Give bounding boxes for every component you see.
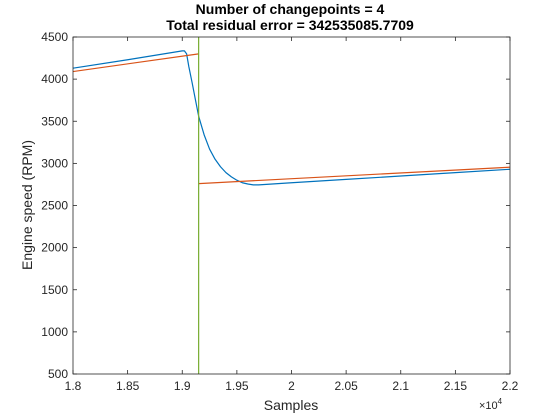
y-axis-ticks: 500 1000 1500 2000 2500 3000 3500 4000 4500 xyxy=(41,30,510,381)
y-tick-label: 2500 xyxy=(41,199,68,213)
y-tick-label: 4500 xyxy=(41,30,68,44)
x-tick-label: 1.95 xyxy=(225,379,249,393)
series-line-2 xyxy=(72,53,199,73)
x-axis-exponent-base: ×10 xyxy=(479,400,498,412)
x-tick-label: 2.1 xyxy=(392,379,409,393)
y-tick-label: 1000 xyxy=(41,325,68,339)
x-tick-label: 2.2 xyxy=(502,379,519,393)
y-tick-label: 1500 xyxy=(41,283,68,297)
x-tick-label: 1.8 xyxy=(65,379,82,393)
x-axis-label: Samples xyxy=(264,397,318,413)
plot-area xyxy=(73,37,510,374)
x-tick-label: 2.15 xyxy=(444,379,468,393)
x-tick-label: 1.9 xyxy=(174,379,191,393)
x-axis-ticks: 1.8 1.85 1.9 1.95 2 2.05 2.1 2.15 2.2 xyxy=(65,37,519,393)
series-line-1 xyxy=(72,50,511,186)
chart-title-line-1: Number of changepoints = 4 xyxy=(196,1,385,17)
series-line-3 xyxy=(198,166,511,185)
y-tick-label: 2000 xyxy=(41,241,68,255)
y-tick-label: 3500 xyxy=(41,114,68,128)
y-axis-label: Engine speed (RPM) xyxy=(19,140,35,270)
x-tick-label: 1.85 xyxy=(116,379,140,393)
y-tick-label: 4000 xyxy=(41,72,68,86)
y-tick-label: 3000 xyxy=(41,156,68,170)
x-axis-exponent: ×104 xyxy=(479,397,503,412)
y-tick-label: 500 xyxy=(48,367,68,381)
chart-title-line-2: Total residual error = 342535085.7709 xyxy=(166,17,414,33)
x-tick-label: 2 xyxy=(288,379,295,393)
x-tick-label: 2.05 xyxy=(334,379,358,393)
x-axis-exponent-power: 4 xyxy=(498,397,503,406)
series-layer xyxy=(72,50,511,186)
